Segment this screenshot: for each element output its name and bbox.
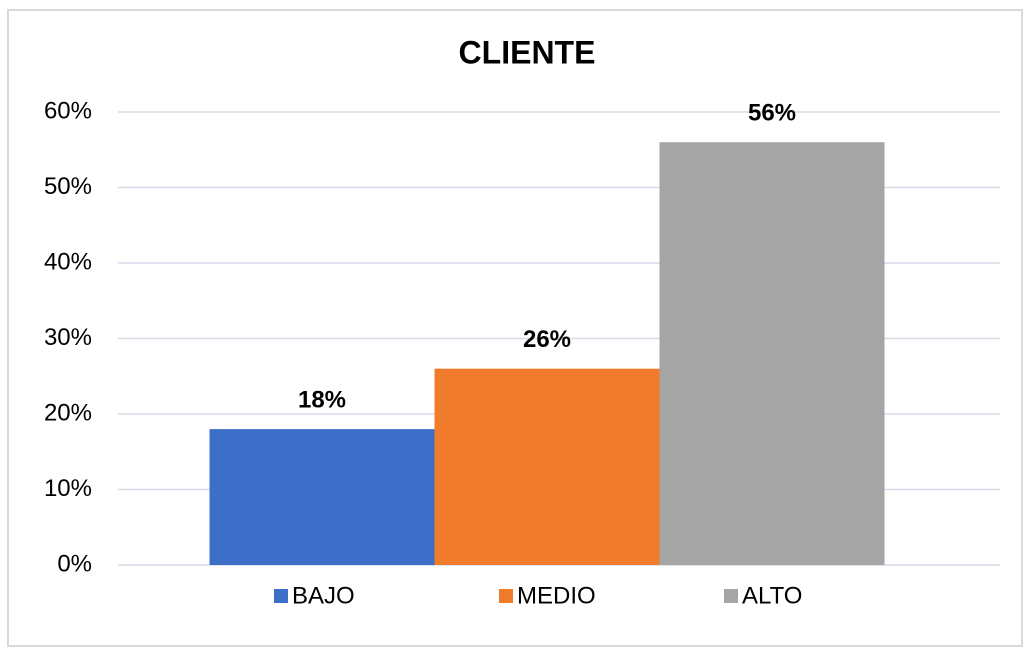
bar [659,142,885,565]
legend-label: MEDIO [517,582,596,609]
data-label: 18% [298,386,346,413]
data-label: 56% [748,100,796,127]
legend-label: BAJO [292,582,355,609]
y-tick-label: 20% [44,399,92,426]
legend-swatch [274,589,288,603]
data-label: 26% [523,326,571,353]
legend-swatch [499,589,513,603]
bar [434,368,660,565]
legend-label: ALTO [742,582,802,609]
y-tick-label: 30% [44,324,92,351]
chart-title: CLIENTE [459,34,596,70]
y-tick-label: 0% [57,550,92,577]
y-tick-label: 10% [44,475,92,502]
y-tick-label: 40% [44,248,92,275]
legend-swatch [724,589,738,603]
bar [209,429,435,565]
y-tick-label: 50% [44,173,92,200]
y-tick-label: 60% [44,97,92,124]
